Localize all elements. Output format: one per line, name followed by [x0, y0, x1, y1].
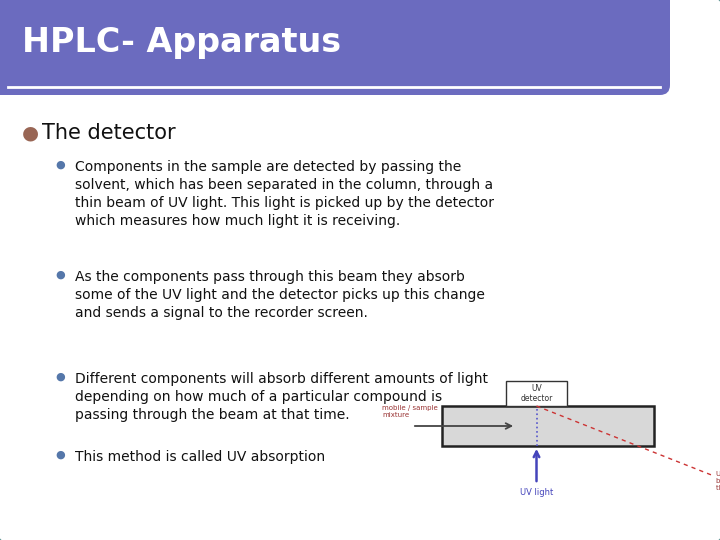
Text: UV being absorbed
by components in
the mixture: UV being absorbed by components in the m… — [716, 471, 720, 491]
Text: ●: ● — [55, 372, 65, 382]
Bar — [442, 406, 654, 446]
Text: ●: ● — [55, 160, 65, 170]
Text: ●: ● — [22, 124, 39, 143]
Bar — [506, 381, 567, 406]
Text: UV light: UV light — [520, 488, 553, 497]
Bar — [0, 0, 640, 85]
Text: This method is called UV absorption: This method is called UV absorption — [75, 450, 325, 464]
Text: ●: ● — [55, 270, 65, 280]
Text: UV
detector: UV detector — [521, 384, 553, 403]
Text: As the components pass through this beam they absorb
some of the UV light and th: As the components pass through this beam… — [75, 270, 485, 320]
Text: HPLC- Apparatus: HPLC- Apparatus — [22, 26, 341, 59]
Text: Different components will absorb different amounts of light
depending on how muc: Different components will absorb differe… — [75, 372, 488, 422]
Text: The detector: The detector — [42, 123, 176, 143]
Text: ●: ● — [55, 450, 65, 460]
Text: Components in the sample are detected by passing the
solvent, which has been sep: Components in the sample are detected by… — [75, 160, 494, 227]
Text: mobile / sample
mixture: mobile / sample mixture — [382, 405, 438, 418]
FancyBboxPatch shape — [0, 0, 670, 95]
